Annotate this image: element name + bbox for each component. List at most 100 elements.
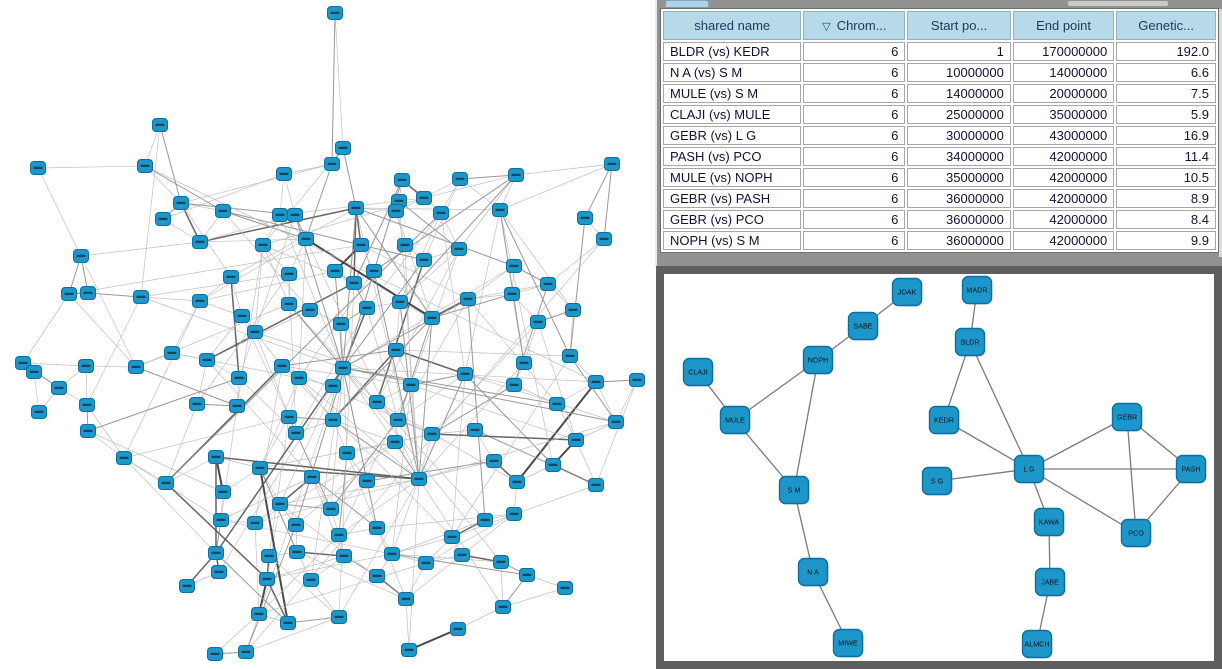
network-node[interactable] [401, 643, 417, 657]
network-node[interactable] [304, 470, 320, 484]
network-node[interactable] [596, 232, 612, 246]
network-node[interactable] [504, 287, 520, 301]
network-node[interactable]: L G [1013, 454, 1045, 484]
value-cell[interactable]: 1 [907, 42, 1011, 61]
edge-name-cell[interactable]: MULE (vs) S M [663, 84, 802, 103]
network-node[interactable] [116, 451, 132, 465]
network-node[interactable] [211, 565, 227, 579]
network-node[interactable] [392, 295, 408, 309]
network-node[interactable] [281, 267, 297, 281]
network-node[interactable] [80, 424, 96, 438]
value-cell[interactable]: 6.6 [1116, 63, 1216, 82]
value-cell[interactable]: 42000000 [1012, 231, 1115, 250]
network-node[interactable] [331, 610, 347, 624]
network-node[interactable] [629, 373, 645, 387]
network-node[interactable] [369, 521, 385, 535]
network-node[interactable] [495, 600, 511, 614]
edge-name-cell[interactable]: PASH (vs) PCO [663, 147, 802, 166]
network-node[interactable] [192, 235, 208, 249]
network-node[interactable]: JABE [1034, 567, 1066, 597]
network-node[interactable] [359, 474, 375, 488]
network-node[interactable] [348, 201, 364, 215]
network-node[interactable] [519, 568, 535, 582]
value-cell[interactable]: 14000000 [1012, 63, 1115, 82]
table-row[interactable]: CLAJI (vs) MULE 6 25000000 35000000 5.9 [663, 105, 1216, 124]
network-node[interactable] [189, 397, 205, 411]
network-node[interactable]: JOAK [891, 277, 923, 307]
network-node[interactable] [79, 398, 95, 412]
network-node[interactable] [388, 204, 404, 218]
edge-name-cell[interactable]: CLAJI (vs) MULE [663, 105, 802, 124]
network-node[interactable] [565, 303, 581, 317]
network-node[interactable]: MADR [961, 275, 993, 305]
network-node[interactable] [252, 461, 268, 475]
filtered-network-canvas[interactable]: JOAK SABE NOPH CLAJI MULE S M N A MIWE MADR BLDR K… [664, 274, 1214, 661]
table-row[interactable]: GEBR (vs) PASH 6 36000000 42000000 8.9 [663, 189, 1216, 208]
network-node[interactable] [247, 516, 263, 530]
network-node[interactable]: NOPH [802, 345, 834, 375]
value-cell[interactable]: 14000000 [907, 84, 1011, 103]
network-node[interactable] [288, 426, 304, 440]
left-network-canvas[interactable] [0, 0, 655, 669]
network-node[interactable] [208, 450, 224, 464]
network-node[interactable] [451, 242, 467, 256]
network-node[interactable]: KEDR [928, 405, 960, 435]
value-cell[interactable]: 6 [803, 189, 906, 208]
value-cell[interactable]: 7.5 [1116, 84, 1216, 103]
network-node[interactable] [173, 196, 189, 210]
value-cell[interactable]: 42000000 [1012, 189, 1115, 208]
table-row[interactable]: N A (vs) S M 6 10000000 14000000 6.6 [663, 63, 1216, 82]
edge-name-cell[interactable]: NOPH (vs) S M [663, 231, 802, 250]
network-node[interactable] [281, 297, 297, 311]
table-row[interactable]: GEBR (vs) PCO 6 36000000 42000000 8.4 [663, 210, 1216, 229]
network-node[interactable] [418, 556, 434, 570]
network-node[interactable] [80, 286, 96, 300]
network-node[interactable] [128, 360, 144, 374]
network-node[interactable] [492, 203, 508, 217]
network-node[interactable] [288, 518, 304, 532]
column-header[interactable]: ▽ Chrom... [803, 11, 906, 40]
network-node[interactable] [390, 413, 406, 427]
network-node[interactable] [223, 270, 239, 284]
network-node[interactable] [192, 294, 208, 308]
network-node[interactable] [369, 395, 385, 409]
panel-tab[interactable] [665, 0, 709, 7]
network-node[interactable] [530, 315, 546, 329]
value-cell[interactable]: 6 [803, 84, 906, 103]
network-node[interactable] [604, 157, 620, 171]
value-cell[interactable]: 16.9 [1116, 126, 1216, 145]
network-node[interactable] [366, 264, 382, 278]
network-node[interactable] [327, 264, 343, 278]
network-node[interactable] [323, 502, 339, 516]
network-node[interactable] [234, 309, 250, 323]
edge-name-cell[interactable]: N A (vs) S M [663, 63, 802, 82]
network-node[interactable] [331, 528, 347, 542]
network-node[interactable] [335, 361, 351, 375]
table-row[interactable]: MULE (vs) S M 6 14000000 20000000 7.5 [663, 84, 1216, 103]
network-node[interactable] [61, 287, 77, 301]
value-cell[interactable]: 36000000 [907, 231, 1011, 250]
network-edge[interactable] [1028, 416, 1128, 470]
value-cell[interactable]: 5.9 [1116, 105, 1216, 124]
edge-name-cell[interactable]: MULE (vs) NOPH [663, 168, 802, 187]
edge-name-cell[interactable]: GEBR (vs) PASH [663, 189, 802, 208]
network-node[interactable] [333, 317, 349, 331]
network-node[interactable] [353, 238, 369, 252]
network-node[interactable] [324, 157, 340, 171]
value-cell[interactable]: 8.9 [1116, 189, 1216, 208]
network-node[interactable] [411, 472, 427, 486]
network-node[interactable] [298, 232, 314, 246]
edge-name-cell[interactable]: GEBR (vs) L G [663, 126, 802, 145]
network-node[interactable] [155, 212, 171, 226]
filter-icon[interactable]: ▽ [822, 21, 831, 33]
network-node[interactable] [506, 507, 522, 521]
network-node[interactable] [325, 379, 341, 393]
network-node[interactable]: S M [778, 475, 810, 505]
network-node[interactable] [388, 343, 404, 357]
network-edge[interactable] [793, 359, 819, 491]
network-node[interactable] [238, 645, 254, 659]
network-node[interactable] [339, 446, 355, 460]
network-node[interactable] [588, 478, 604, 492]
network-node[interactable] [231, 371, 247, 385]
network-node[interactable] [508, 168, 524, 182]
